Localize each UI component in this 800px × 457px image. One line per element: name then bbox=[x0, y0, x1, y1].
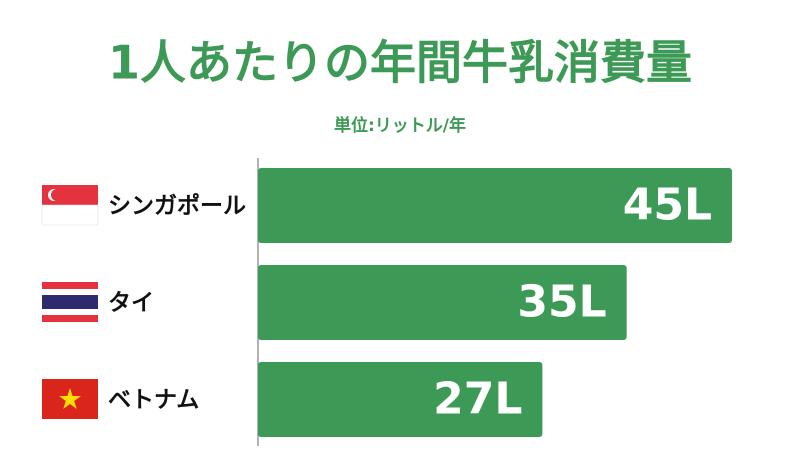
flag-thailand bbox=[42, 282, 98, 322]
flag-vietnam bbox=[42, 379, 98, 419]
category-label: シンガポール bbox=[108, 192, 246, 219]
chart-subtitle: 単位:リットル/年 bbox=[334, 115, 466, 136]
bar bbox=[258, 168, 732, 243]
flag-singapore bbox=[41, 185, 99, 226]
value-label: 45L bbox=[623, 180, 712, 231]
bar bbox=[258, 265, 627, 340]
chart-title: 1人あたりの年間牛乳消費量 bbox=[108, 36, 692, 90]
category-label: ベトナム bbox=[108, 387, 199, 413]
bar bbox=[258, 362, 543, 437]
value-label: 27L bbox=[433, 374, 522, 425]
category-label: タイ bbox=[108, 290, 154, 316]
value-label: 35L bbox=[517, 277, 606, 328]
